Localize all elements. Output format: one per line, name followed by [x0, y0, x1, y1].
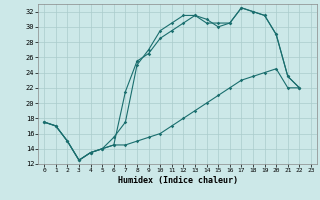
X-axis label: Humidex (Indice chaleur): Humidex (Indice chaleur)	[118, 176, 238, 185]
